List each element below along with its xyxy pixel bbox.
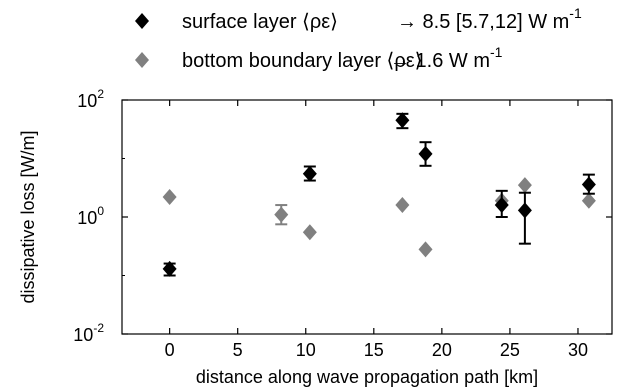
bottom-point xyxy=(162,188,177,205)
x-tick-label: 0 xyxy=(165,340,175,360)
legend-summary-bottom: → 1.6 W m-1 xyxy=(390,44,503,72)
x-tick-label: 20 xyxy=(432,340,452,360)
surface-point xyxy=(162,260,177,277)
y-axis-label: dissipative loss [W/m] xyxy=(18,130,38,303)
y-tick-label: 102 xyxy=(77,87,104,111)
bottom-point xyxy=(418,241,433,258)
bottom-point xyxy=(517,177,532,194)
bottom-point xyxy=(581,192,596,209)
legend: surface layer ⟨ρε⟩ → 8.5 [5.7,12] W m-1 bo… xyxy=(135,5,582,72)
y-tick-label: 10-2 xyxy=(73,321,104,345)
surface-point xyxy=(395,112,410,129)
surface-point xyxy=(494,197,509,214)
surface-point xyxy=(418,145,433,162)
x-tick-label: 25 xyxy=(500,340,520,360)
y-axis: 10-2 100 102 xyxy=(73,87,612,345)
legend-label-bottom: bottom boundary layer ⟨ρε⟩ xyxy=(182,50,422,72)
legend-summary-surface: → 8.5 [5.7,12] W m-1 xyxy=(397,5,582,33)
bottom-point xyxy=(274,206,289,223)
data-marks xyxy=(162,112,596,277)
x-tick-label: 30 xyxy=(568,340,588,360)
x-tick-label: 5 xyxy=(233,340,243,360)
legend-label-surface: surface layer ⟨ρε⟩ xyxy=(182,11,338,33)
x-tick-label: 10 xyxy=(296,340,316,360)
bottom-point xyxy=(395,197,410,214)
x-axis-label: distance along wave propagation path [km… xyxy=(196,367,538,387)
surface-point xyxy=(581,176,596,193)
x-tick-label: 15 xyxy=(364,340,384,360)
bottom-point xyxy=(302,224,317,241)
x-axis: 0 5 10 15 20 25 30 xyxy=(165,100,588,360)
y-tick-label: 100 xyxy=(77,204,104,228)
surface-point xyxy=(517,202,532,219)
legend-marker-surface xyxy=(135,13,149,29)
plot-frame xyxy=(121,99,613,335)
legend-marker-bottom xyxy=(135,52,149,68)
surface-point xyxy=(302,165,317,182)
